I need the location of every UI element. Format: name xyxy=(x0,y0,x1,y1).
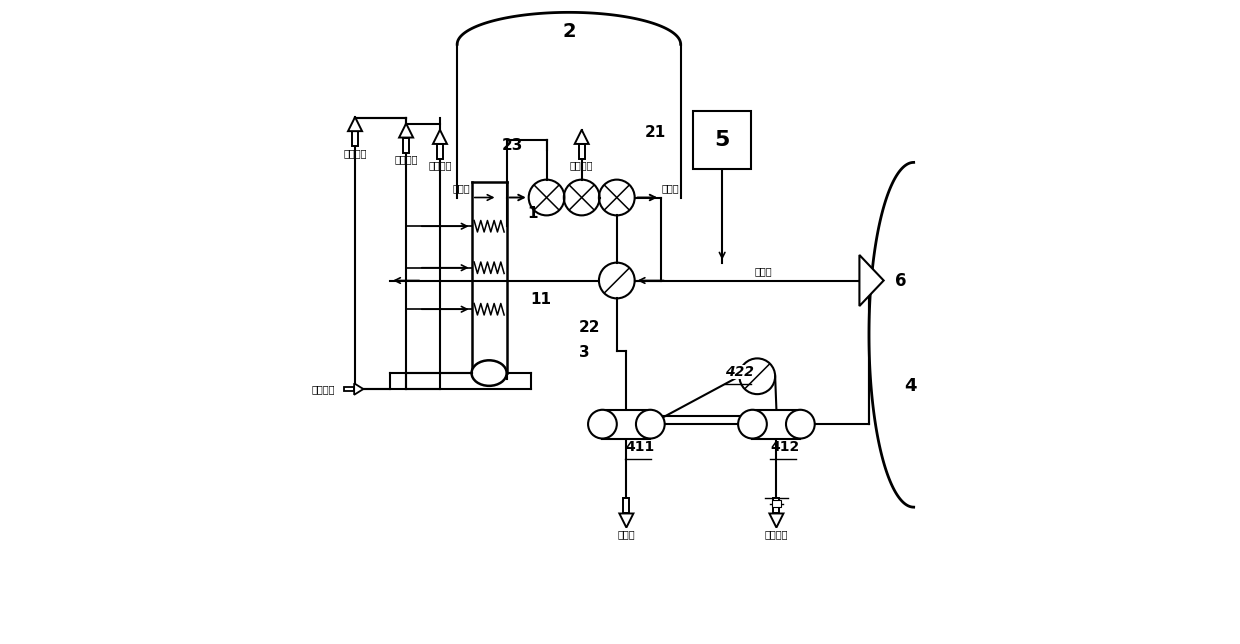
Bar xyxy=(579,144,584,159)
Polygon shape xyxy=(574,130,589,144)
Bar xyxy=(345,386,355,392)
Text: 21: 21 xyxy=(645,125,666,140)
Text: 2: 2 xyxy=(562,22,575,41)
Bar xyxy=(436,144,443,159)
Text: 23: 23 xyxy=(502,138,523,153)
Text: 循环气: 循环气 xyxy=(754,266,771,276)
Text: 4: 4 xyxy=(904,377,916,395)
Polygon shape xyxy=(355,383,363,395)
Text: 工艺气: 工艺气 xyxy=(661,183,680,193)
Bar xyxy=(774,498,780,513)
Text: 411: 411 xyxy=(625,440,655,454)
Polygon shape xyxy=(619,513,634,527)
Bar xyxy=(352,131,358,146)
Ellipse shape xyxy=(738,410,766,439)
Polygon shape xyxy=(399,124,413,138)
Polygon shape xyxy=(859,255,884,306)
Text: 3: 3 xyxy=(579,345,589,360)
Text: 5: 5 xyxy=(714,130,730,150)
Ellipse shape xyxy=(636,410,665,439)
Text: 11: 11 xyxy=(531,292,552,307)
Polygon shape xyxy=(348,117,362,131)
Polygon shape xyxy=(769,513,784,527)
Text: 1: 1 xyxy=(527,206,538,221)
Bar xyxy=(753,410,800,439)
Ellipse shape xyxy=(786,410,815,439)
Text: 工艺气: 工艺气 xyxy=(453,183,470,193)
Text: 6: 6 xyxy=(894,272,906,290)
Ellipse shape xyxy=(471,360,507,386)
Bar xyxy=(603,410,650,439)
Polygon shape xyxy=(433,130,446,144)
Text: 高压蒸汽: 高压蒸汽 xyxy=(394,154,418,164)
Text: 液态水: 液态水 xyxy=(618,529,635,540)
Text: 液态烃类: 液态烃类 xyxy=(765,529,789,540)
Bar xyxy=(403,138,409,153)
Text: 高压蒸汽: 高压蒸汽 xyxy=(428,160,451,171)
Bar xyxy=(624,498,630,513)
Text: 锅炉给水: 锅炉给水 xyxy=(311,384,335,394)
Text: 高压蒸汽: 高压蒸汽 xyxy=(343,147,367,158)
Text: 高压蒸汽: 高压蒸汽 xyxy=(570,160,594,171)
Bar xyxy=(773,500,781,507)
Text: 422: 422 xyxy=(725,365,754,379)
Ellipse shape xyxy=(588,410,616,439)
Text: 412: 412 xyxy=(770,440,800,454)
Bar xyxy=(693,111,751,169)
Text: 22: 22 xyxy=(579,319,600,335)
